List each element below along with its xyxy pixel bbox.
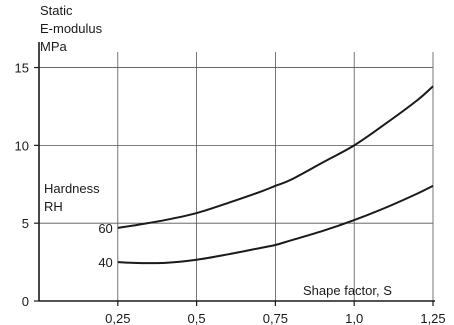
y-tick-label-0: 0: [22, 294, 29, 309]
series-line-40: [117, 184, 434, 265]
y-axis-label-line-2: E-modulus: [40, 21, 103, 36]
x-tick-label-2: 0,75: [263, 311, 288, 325]
legend-title-line-2: RH: [44, 199, 63, 214]
y-axis-label-line-3: MPa: [40, 39, 67, 54]
x-tick-label-4: 1,25: [420, 311, 445, 325]
x-tick-label-1: 0,5: [188, 311, 206, 325]
x-tick-label-3: 1,0: [345, 311, 363, 325]
series-label-60: 60: [98, 221, 112, 236]
legend-title-line-1: Hardness: [44, 181, 100, 196]
series-line-60: [117, 85, 434, 229]
x-axis-label: Shape factor, S: [303, 283, 392, 298]
x-tick-label-0: 0,25: [105, 311, 130, 325]
series-label-40: 40: [98, 255, 112, 270]
y-tick-label-1: 5: [22, 216, 29, 231]
y-axis-label-line-1: Static: [40, 3, 73, 18]
y-tick-label-3: 15: [15, 61, 29, 76]
y-tick-label-2: 10: [15, 138, 29, 153]
